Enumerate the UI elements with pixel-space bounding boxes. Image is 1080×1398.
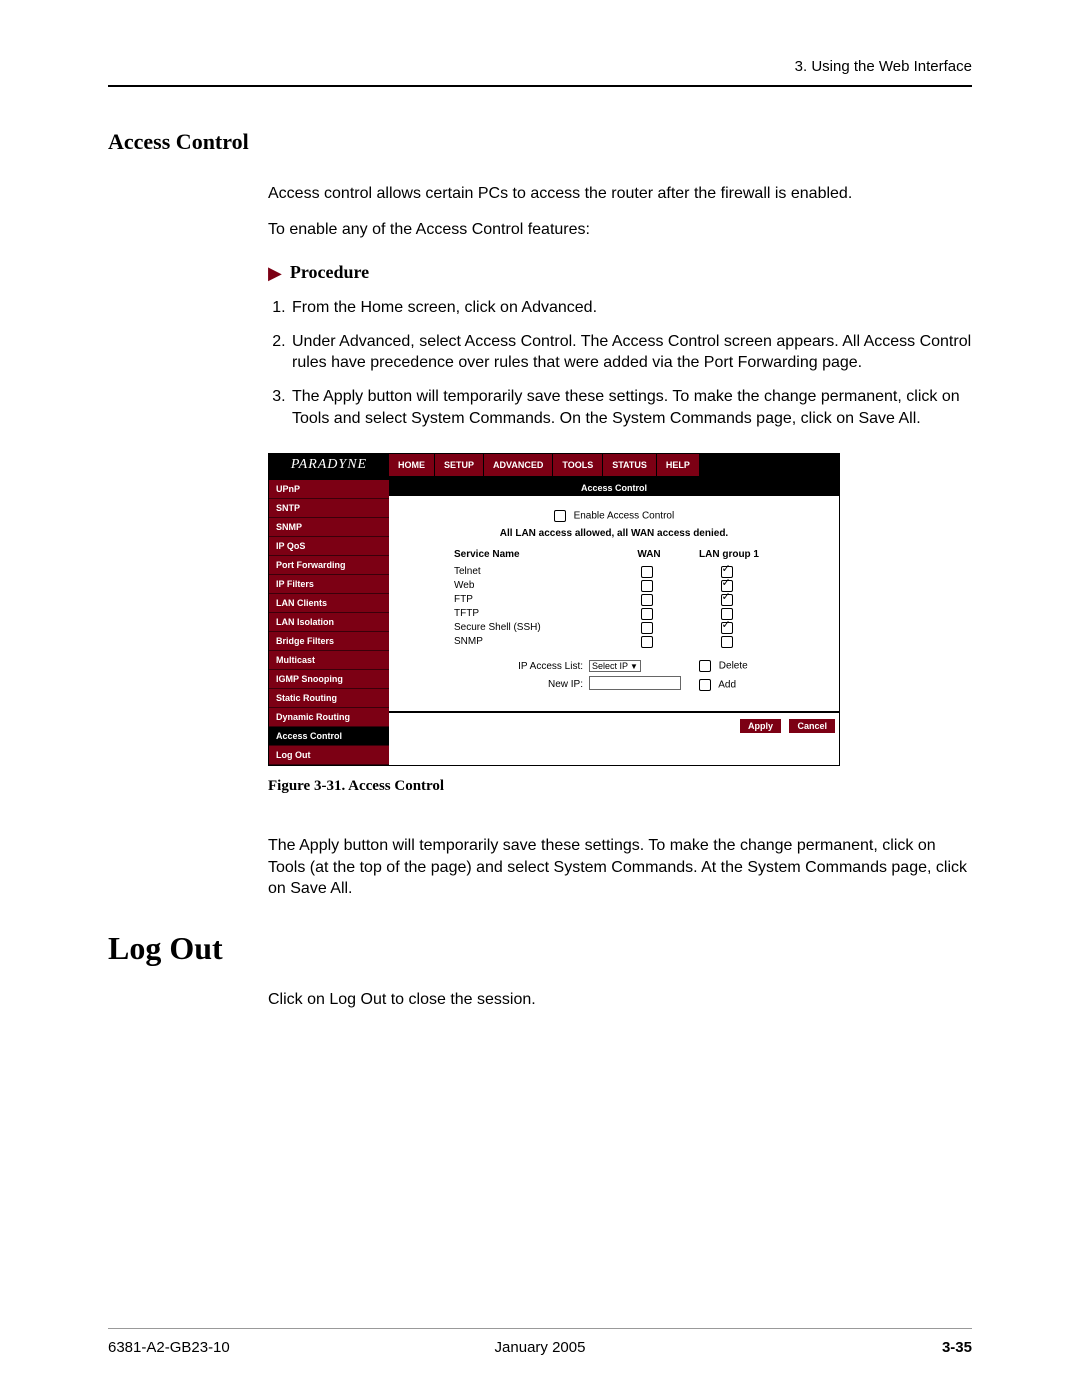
procedure-step: The Apply button will temporarily save t…	[290, 386, 972, 429]
tab-status[interactable]: STATUS	[603, 454, 656, 476]
section-title-access-control: Access Control	[108, 129, 972, 155]
enable-access-control-checkbox[interactable]	[554, 510, 566, 522]
wan-checkbox[interactable]	[641, 636, 653, 648]
service-name: FTP	[454, 594, 614, 606]
sidebar: UPnPSNTPSNMPIP QoSPort ForwardingIP Filt…	[269, 480, 389, 765]
sidebar-item-bridge-filters[interactable]: Bridge Filters	[269, 632, 389, 651]
intro-para-2: To enable any of the Access Control feat…	[268, 219, 972, 241]
wan-checkbox[interactable]	[641, 622, 653, 634]
sidebar-item-ip-qos[interactable]: IP QoS	[269, 537, 389, 556]
wan-checkbox[interactable]	[641, 566, 653, 578]
ip-access-block: IP Access List: Select IP▼ Delete New IP…	[399, 660, 829, 693]
delete-ip-checkbox[interactable]	[699, 660, 711, 672]
pane-title: Access Control	[389, 480, 839, 496]
service-table: Service Name WAN LAN group 1 Telnet Web FT…	[399, 549, 829, 648]
procedure-list: From the Home screen, click on Advanced.…	[268, 297, 972, 429]
apply-button[interactable]: Apply	[740, 719, 781, 733]
section-intro: Access control allows certain PCs to acc…	[268, 183, 972, 240]
button-row: Apply Cancel	[389, 711, 839, 737]
enable-access-control-row: Enable Access Control	[399, 510, 829, 522]
sidebar-item-port-forwarding[interactable]: Port Forwarding	[269, 556, 389, 575]
wan-checkbox[interactable]	[641, 580, 653, 592]
add-ip-checkbox[interactable]	[699, 679, 711, 691]
service-name: Secure Shell (SSH)	[454, 622, 614, 634]
new-ip-label: New IP:	[439, 679, 589, 690]
access-note: All LAN access allowed, all WAN access d…	[399, 528, 829, 539]
footer-doc-id: 6381-A2-GB23-10	[108, 1339, 396, 1356]
figure-caption: Figure 3-31. Access Control	[268, 778, 972, 795]
tab-home[interactable]: HOME	[389, 454, 434, 476]
running-header: 3. Using the Web Interface	[108, 58, 972, 85]
sidebar-item-upnp[interactable]: UPnP	[269, 480, 389, 499]
sidebar-item-sntp[interactable]: SNTP	[269, 499, 389, 518]
after-figure-text: The Apply button will temporarily save t…	[268, 835, 972, 900]
header-rule	[108, 85, 972, 87]
enable-access-control-label: Enable Access Control	[574, 511, 675, 522]
col-wan: WAN	[614, 549, 684, 564]
sidebar-item-snmp[interactable]: SNMP	[269, 518, 389, 537]
service-name: TFTP	[454, 608, 614, 620]
brand-logo: PARADYNE	[269, 454, 389, 476]
col-service-name: Service Name	[454, 549, 614, 564]
footer-date: January 2005	[396, 1339, 684, 1356]
ip-access-list-label: IP Access List:	[439, 661, 589, 672]
procedure-heading: ▶ Procedure	[268, 262, 972, 283]
triangle-icon: ▶	[268, 264, 282, 282]
delete-ip-row: Delete	[699, 660, 789, 672]
wan-checkbox[interactable]	[641, 594, 653, 606]
procedure-step: From the Home screen, click on Advanced.	[290, 297, 972, 319]
lan-checkbox[interactable]	[721, 636, 733, 648]
intro-para-1: Access control allows certain PCs to acc…	[268, 183, 972, 205]
service-name: Telnet	[454, 566, 614, 578]
sidebar-item-multicast[interactable]: Multicast	[269, 651, 389, 670]
footer-page-num: 3-35	[684, 1339, 972, 1356]
tab-advanced[interactable]: ADVANCED	[484, 454, 552, 476]
tab-tools[interactable]: TOOLS	[553, 454, 602, 476]
sidebar-item-static-routing[interactable]: Static Routing	[269, 689, 389, 708]
add-ip-row: Add	[699, 679, 789, 691]
col-lan: LAN group 1	[684, 549, 774, 564]
sidebar-item-access-control[interactable]: Access Control	[269, 727, 389, 746]
delete-ip-label: Delete	[719, 661, 748, 672]
sidebar-item-lan-clients[interactable]: LAN Clients	[269, 594, 389, 613]
main-pane: Access Control Enable Access Control All…	[389, 480, 839, 765]
section-title-log-out: Log Out	[108, 930, 972, 967]
new-ip-input[interactable]	[589, 676, 681, 690]
sidebar-item-ip-filters[interactable]: IP Filters	[269, 575, 389, 594]
logout-body: Click on Log Out to close the session.	[268, 989, 972, 1011]
page-footer: 6381-A2-GB23-10 January 2005 3-35	[108, 1328, 972, 1356]
lan-checkbox[interactable]	[721, 622, 733, 634]
sidebar-item-log-out[interactable]: Log Out	[269, 746, 389, 765]
ip-access-list-select[interactable]: Select IP▼	[589, 660, 699, 672]
main-tabs: HOME SETUP ADVANCED TOOLS STATUS HELP	[389, 454, 839, 476]
tab-setup[interactable]: SETUP	[435, 454, 483, 476]
service-name: Web	[454, 580, 614, 592]
lan-checkbox[interactable]	[721, 594, 733, 606]
sidebar-item-igmp-snooping[interactable]: IGMP Snooping	[269, 670, 389, 689]
wan-checkbox[interactable]	[641, 608, 653, 620]
tab-help[interactable]: HELP	[657, 454, 699, 476]
sidebar-item-dynamic-routing[interactable]: Dynamic Routing	[269, 708, 389, 727]
service-name: SNMP	[454, 636, 614, 648]
chevron-down-icon: ▼	[630, 662, 638, 671]
cancel-button[interactable]: Cancel	[789, 719, 835, 733]
procedure-label: Procedure	[290, 262, 369, 283]
after-figure-para: The Apply button will temporarily save t…	[268, 835, 972, 900]
add-ip-label: Add	[718, 679, 736, 690]
sidebar-item-lan-isolation[interactable]: LAN Isolation	[269, 613, 389, 632]
logout-text: Click on Log Out to close the session.	[268, 989, 972, 1011]
router-ui-screenshot: PARADYNE HOME SETUP ADVANCED TOOLS STATU…	[268, 453, 840, 766]
procedure-step: Under Advanced, select Access Control. T…	[290, 331, 972, 374]
